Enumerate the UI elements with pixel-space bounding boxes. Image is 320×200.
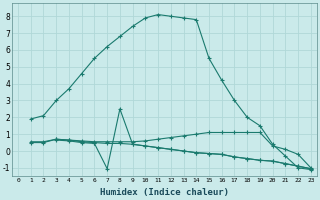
X-axis label: Humidex (Indice chaleur): Humidex (Indice chaleur) [100, 188, 229, 197]
